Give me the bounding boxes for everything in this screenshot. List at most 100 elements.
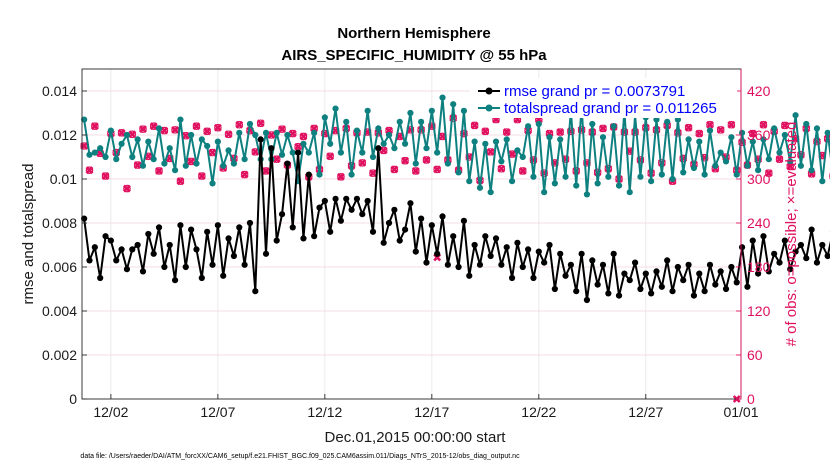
rmse-point [252, 288, 259, 295]
obs-evaluated-point-stroke [716, 125, 725, 134]
totalspread-point [658, 171, 665, 178]
rmse-point [412, 248, 419, 255]
rmse-point [284, 160, 291, 167]
y-right-tick-label: 300 [747, 171, 771, 187]
totalspread-point [86, 151, 93, 158]
rmse-point [155, 224, 163, 231]
totalspread-point [364, 107, 371, 114]
rmse-point [123, 266, 131, 273]
totalspread-point [824, 129, 830, 136]
rmse-point [311, 233, 318, 240]
rmse-point [348, 206, 355, 213]
totalspread-point [434, 149, 441, 156]
totalspread-point [118, 140, 125, 147]
totalspread-point [107, 127, 114, 134]
totalspread-point [155, 125, 163, 132]
obs-evaluated-point [481, 127, 490, 136]
rmse-point [118, 246, 125, 253]
rmse-point [674, 263, 681, 271]
totalspread-point [744, 162, 751, 169]
rmse-point [615, 292, 623, 299]
rmse-point [508, 274, 516, 282]
obs-evaluated-point [117, 128, 126, 137]
rmse-point [327, 228, 334, 235]
obs-evaluated-point [706, 120, 714, 129]
rmse-point [530, 274, 537, 282]
rmse-point [819, 241, 826, 249]
obs-possible-point [390, 165, 399, 174]
obs-evaluated-point-stroke [256, 119, 265, 128]
obs-possible-point [123, 184, 131, 193]
obs-evaluated-point [369, 169, 377, 178]
totalspread-point [712, 162, 719, 169]
legend-background [470, 78, 737, 118]
rmse-point [787, 266, 794, 273]
obs-evaluated-point-stroke [379, 146, 388, 155]
obs-evaluated-point [181, 131, 190, 140]
obs-evaluated-point-stroke [176, 177, 185, 186]
x-tick-label: 12/07 [200, 404, 235, 420]
obs-possible-point [486, 148, 495, 156]
obs-evaluated-point [176, 177, 185, 186]
totalspread-point [423, 145, 430, 152]
rmse-point [295, 149, 302, 156]
totalspread-point [177, 116, 184, 123]
totalspread-point [466, 178, 473, 185]
totalspread-point [348, 171, 355, 178]
legend-label-rmse: rmse grand pr = 0.0073791 [504, 83, 685, 100]
obs-evaluated-point [310, 124, 319, 133]
obs-evaluated-point [101, 172, 110, 180]
totalspread-point [236, 129, 243, 136]
y-right-tick-label: 420 [747, 83, 771, 99]
obs-evaluated-point [272, 155, 281, 164]
totalspread-point [680, 169, 687, 176]
rmse-point [557, 250, 564, 257]
obs-evaluated-point-stroke [497, 164, 506, 173]
obs-evaluated-point [775, 155, 784, 164]
rmse-point [680, 277, 687, 284]
rmse-point [86, 257, 93, 264]
totalspread-point [525, 123, 532, 130]
totalspread-point [375, 125, 382, 132]
obs-evaluated-point [379, 146, 388, 155]
x-axis-label: Dec.01,2015 00:00:00 start [325, 429, 507, 446]
obs-possible-point [636, 156, 645, 164]
legend: rmse grand pr = 0.0073791 totalspread gr… [470, 78, 737, 118]
totalspread-point [557, 136, 564, 143]
rmse-point [444, 261, 451, 268]
totalspread-point [605, 173, 612, 180]
totalspread-point [771, 125, 778, 132]
obs-possible-point [481, 127, 490, 136]
totalspread-point [450, 101, 457, 108]
obs-evaluated-point [497, 164, 506, 173]
totalspread-point [188, 131, 195, 139]
rmse-point [97, 274, 104, 282]
obs-evaluated-point-stroke [139, 125, 147, 134]
totalspread-point [369, 153, 377, 161]
rmse-point [257, 136, 264, 143]
rmse-point [321, 197, 328, 205]
totalspread-point [391, 145, 398, 152]
obs-possible-point [155, 167, 163, 175]
totalspread-point [589, 120, 596, 128]
legend-label-totalspread: totalspread grand pr = 0.011265 [504, 100, 717, 117]
obs-possible-point [433, 165, 441, 174]
rmse-point [567, 261, 575, 268]
rmse-point [690, 292, 698, 299]
totalspread-point [787, 158, 794, 165]
totalspread-point [439, 94, 446, 101]
totalspread-point [701, 171, 708, 178]
rmse-point [696, 270, 703, 277]
obs-evaluated-point-stroke [288, 129, 297, 138]
totalspread-point [546, 134, 553, 141]
obs-evaluated-point-stroke [267, 131, 276, 139]
totalspread-point [139, 162, 147, 169]
rmse-point [733, 279, 740, 286]
obs-evaluated-point [764, 169, 773, 178]
rmse-point [188, 226, 195, 233]
rmse-point [685, 261, 692, 268]
obs-evaluated-point-stroke [748, 129, 757, 138]
obs-evaluated-point [203, 127, 212, 136]
totalspread-point [610, 123, 617, 130]
totalspread-point [471, 138, 478, 145]
